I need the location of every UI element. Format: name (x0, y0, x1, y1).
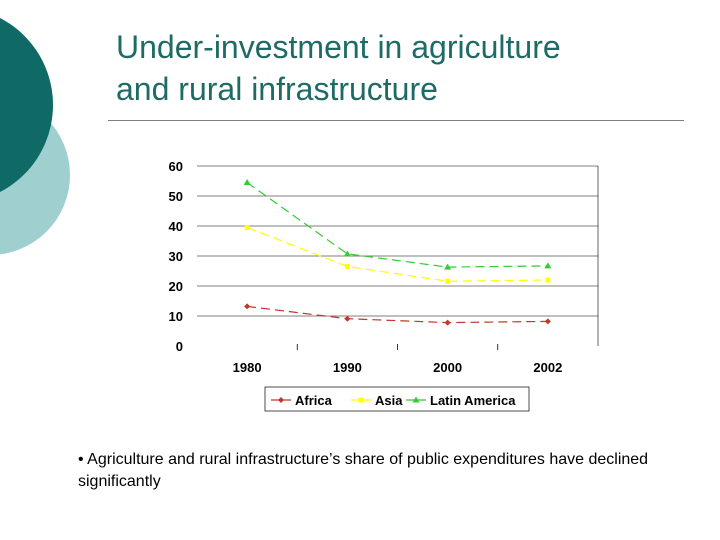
x-tick-label: 2000 (433, 360, 462, 375)
legend-box (264, 386, 530, 412)
y-tick-label: 10 (169, 309, 183, 324)
bullet-text: • Agriculture and rural infrastructure’s… (78, 451, 649, 490)
data-point (244, 225, 250, 230)
series-line (246, 226, 548, 282)
series-line (247, 305, 548, 324)
x-tick-label: 1990 (333, 360, 362, 375)
legend-label: Latin America (430, 393, 516, 408)
y-tick-label: 0 (176, 339, 183, 354)
data-point (244, 303, 251, 310)
y-tick-label: 40 (169, 219, 183, 234)
data-point (343, 250, 351, 257)
data-point (545, 277, 551, 283)
y-tick-label: 60 (169, 159, 183, 174)
legend-label: Asia (375, 393, 403, 408)
chart-series (243, 179, 552, 326)
data-point (544, 318, 551, 325)
y-axis-ticks: 0 10 20 30 40 50 60 (169, 159, 183, 354)
title-divider (108, 120, 684, 121)
y-tick-label: 50 (169, 189, 183, 204)
decorative-dark-circle (0, 17, 53, 193)
data-point (445, 278, 451, 284)
slide-title-line-2: and rural infrastructure (116, 71, 438, 107)
legend-swatch-marker (412, 396, 420, 403)
line-chart: 0 10 20 30 40 50 60 1980 1990 2000 2002 Africa Asi… (169, 159, 599, 412)
decorative-circles (0, 17, 70, 255)
x-tick-label: 2002 (533, 360, 562, 375)
legend-label: Africa (295, 393, 333, 408)
slide-title: Under-investment in agriculture and rura… (116, 26, 696, 110)
slide-title-line-1: Under-investment in agriculture (116, 29, 561, 65)
x-axis-ticks: 1980 1990 2000 2002 (233, 360, 563, 375)
chart-legend: Africa Asia Latin America (264, 386, 530, 412)
data-point (444, 319, 451, 326)
data-point (444, 263, 452, 270)
legend-swatch-marker (358, 397, 364, 403)
chart-gridlines (197, 165, 599, 350)
data-point (544, 262, 552, 269)
data-point (344, 315, 351, 322)
y-tick-label: 20 (169, 279, 183, 294)
legend-swatch-marker (278, 397, 284, 403)
y-tick-label: 30 (169, 249, 183, 264)
data-point (344, 264, 350, 269)
x-tick-label: 1980 (233, 360, 262, 375)
data-point (243, 179, 251, 185)
series-line (246, 182, 548, 268)
